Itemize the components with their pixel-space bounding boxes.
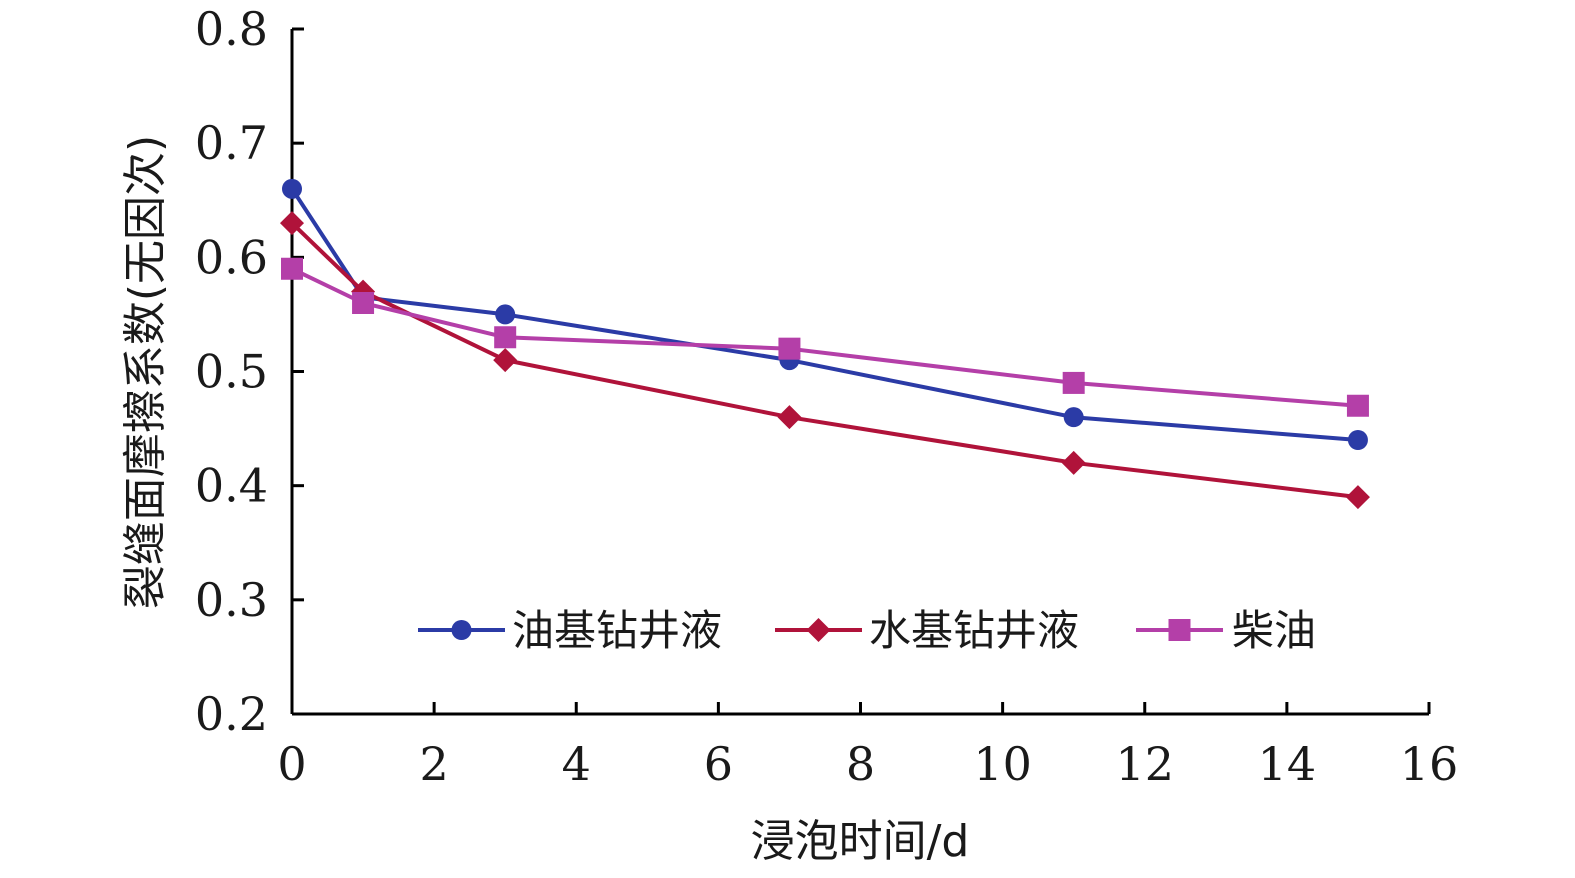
x-tick-label: 6 — [704, 737, 733, 791]
legend-item: 柴油 — [1136, 606, 1316, 655]
series-layer — [280, 178, 1370, 510]
legend-item: 油基钻井液 — [418, 606, 722, 655]
x-tick-label: 14 — [1258, 737, 1317, 791]
legend: 油基钻井液 水基钻井液 柴油 — [418, 606, 1316, 655]
data-point — [1345, 485, 1370, 510]
series-0 — [282, 178, 1368, 450]
data-point — [281, 257, 303, 280]
data-point — [777, 405, 802, 430]
data-point — [494, 326, 517, 349]
data-point — [282, 178, 302, 199]
legend-label: 水基钻井液 — [869, 606, 1079, 655]
y-tick-label: 0.3 — [195, 573, 268, 627]
series-line — [290, 221, 1359, 500]
x-tick-label: 12 — [1115, 737, 1174, 791]
data-point — [352, 292, 375, 314]
legend-marker — [806, 618, 831, 642]
y-tick-label: 0.8 — [195, 2, 268, 56]
y-axis-title: 裂缝面摩擦系数(无因次) — [120, 135, 171, 609]
x-tick-label: 10 — [973, 737, 1032, 791]
y-tick-label: 0.5 — [195, 345, 268, 399]
data-point — [1063, 407, 1084, 428]
x-tick-label: 0 — [277, 737, 306, 791]
x-tick-label: 8 — [846, 737, 875, 791]
legend-label: 柴油 — [1232, 606, 1316, 655]
series-line — [290, 187, 1359, 442]
series-1 — [280, 211, 1370, 510]
axes: 0.2 0.3 0.4 0.5 0.6 0.7 0.8 0 2 4 6 8 10 12 14 16 — [195, 2, 1458, 791]
legend-marker — [451, 620, 472, 640]
legend-marker — [1168, 619, 1191, 641]
x-axis-title: 浸泡时间/d — [751, 816, 970, 867]
series-2 — [281, 257, 1369, 417]
data-point — [1346, 394, 1369, 417]
x-tick-label: 4 — [562, 737, 591, 791]
legend-label: 油基钻井液 — [512, 606, 722, 655]
data-point — [778, 337, 801, 360]
legend-item: 水基钻井液 — [775, 606, 1079, 655]
data-point — [280, 211, 304, 236]
y-tick-label: 0.7 — [195, 116, 268, 170]
data-point — [1061, 450, 1086, 475]
data-point — [493, 348, 518, 373]
y-tick-label: 0.2 — [195, 687, 268, 741]
x-tick-label: 2 — [419, 737, 448, 791]
data-point — [1062, 371, 1085, 394]
data-point — [495, 304, 516, 325]
x-tick-label: 16 — [1400, 737, 1459, 791]
y-tick-label: 0.6 — [195, 230, 268, 284]
y-tick-label: 0.4 — [195, 459, 268, 513]
series-line — [291, 266, 1359, 408]
data-point — [1347, 430, 1368, 450]
